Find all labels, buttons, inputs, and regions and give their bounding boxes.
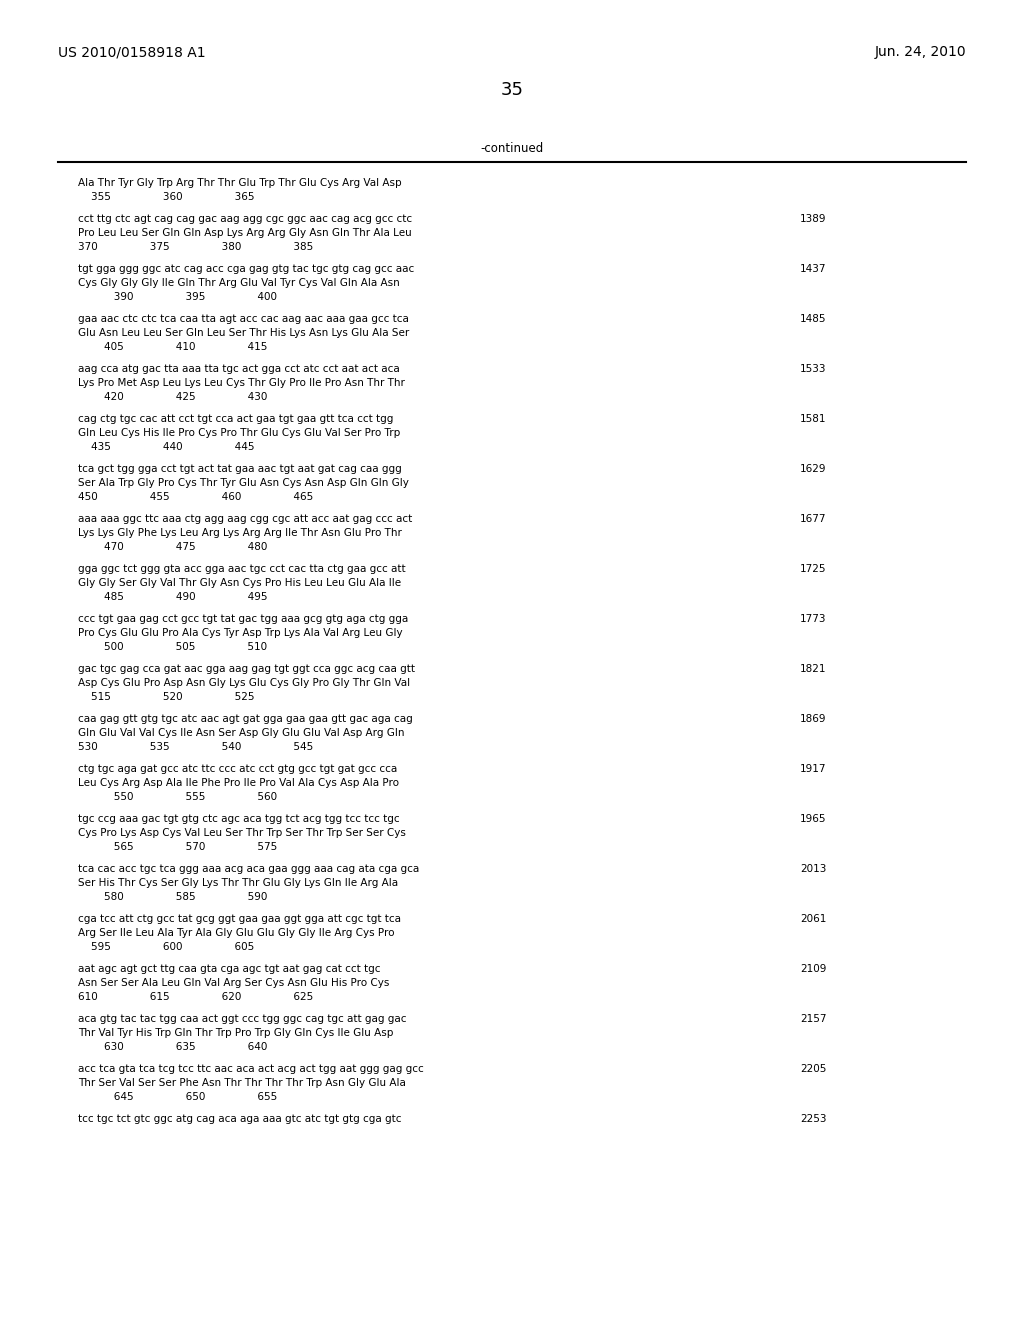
Text: 1485: 1485	[800, 314, 826, 325]
Text: 610                615                620                625: 610 615 620 625	[78, 991, 313, 1002]
Text: 1773: 1773	[800, 615, 826, 624]
Text: 1869: 1869	[800, 714, 826, 725]
Text: 1629: 1629	[800, 465, 826, 474]
Text: 1725: 1725	[800, 565, 826, 574]
Text: aca gtg tac tac tgg caa act ggt ccc tgg ggc cag tgc att gag gac: aca gtg tac tac tgg caa act ggt ccc tgg …	[78, 1015, 407, 1024]
Text: 500                505                510: 500 505 510	[78, 642, 267, 652]
Text: 530                535                540                545: 530 535 540 545	[78, 742, 313, 751]
Text: gga ggc tct ggg gta acc gga aac tgc cct cac tta ctg gaa gcc att: gga ggc tct ggg gta acc gga aac tgc cct …	[78, 565, 406, 574]
Text: 420                425                430: 420 425 430	[78, 392, 267, 401]
Text: 595                600                605: 595 600 605	[78, 941, 254, 952]
Text: Thr Ser Val Ser Ser Phe Asn Thr Thr Thr Thr Trp Asn Gly Glu Ala: Thr Ser Val Ser Ser Phe Asn Thr Thr Thr …	[78, 1078, 406, 1088]
Text: ccc tgt gaa gag cct gcc tgt tat gac tgg aaa gcg gtg aga ctg gga: ccc tgt gaa gag cct gcc tgt tat gac tgg …	[78, 615, 409, 624]
Text: aat agc agt gct ttg caa gta cga agc tgt aat gag cat cct tgc: aat agc agt gct ttg caa gta cga agc tgt …	[78, 965, 381, 974]
Text: 550                555                560: 550 555 560	[78, 792, 278, 801]
Text: 2253: 2253	[800, 1114, 826, 1125]
Text: 370                375                380                385: 370 375 380 385	[78, 242, 313, 252]
Text: Gln Glu Val Val Cys Ile Asn Ser Asp Gly Glu Glu Val Asp Arg Gln: Gln Glu Val Val Cys Ile Asn Ser Asp Gly …	[78, 729, 404, 738]
Text: Cys Pro Lys Asp Cys Val Leu Ser Thr Trp Ser Thr Trp Ser Ser Cys: Cys Pro Lys Asp Cys Val Leu Ser Thr Trp …	[78, 828, 406, 838]
Text: aag cca atg gac tta aaa tta tgc act gga cct atc cct aat act aca: aag cca atg gac tta aaa tta tgc act gga …	[78, 364, 399, 375]
Text: 1965: 1965	[800, 814, 826, 825]
Text: 1437: 1437	[800, 264, 826, 275]
Text: Lys Lys Gly Phe Lys Leu Arg Lys Arg Arg Ile Thr Asn Glu Pro Thr: Lys Lys Gly Phe Lys Leu Arg Lys Arg Arg …	[78, 528, 401, 539]
Text: Lys Pro Met Asp Leu Lys Leu Cys Thr Gly Pro Ile Pro Asn Thr Thr: Lys Pro Met Asp Leu Lys Leu Cys Thr Gly …	[78, 378, 404, 388]
Text: cct ttg ctc agt cag cag gac aag agg cgc ggc aac cag acg gcc ctc: cct ttg ctc agt cag cag gac aag agg cgc …	[78, 214, 412, 224]
Text: -continued: -continued	[480, 141, 544, 154]
Text: acc tca gta tca tcg tcc ttc aac aca act acg act tgg aat ggg gag gcc: acc tca gta tca tcg tcc ttc aac aca act …	[78, 1064, 424, 1074]
Text: 355                360                365: 355 360 365	[78, 191, 255, 202]
Text: 515                520                525: 515 520 525	[78, 692, 255, 701]
Text: 450                455                460                465: 450 455 460 465	[78, 491, 313, 502]
Text: gaa aac ctc ctc tca caa tta agt acc cac aag aac aaa gaa gcc tca: gaa aac ctc ctc tca caa tta agt acc cac …	[78, 314, 409, 325]
Text: 1389: 1389	[800, 214, 826, 224]
Text: Asp Cys Glu Pro Asp Asn Gly Lys Glu Cys Gly Pro Gly Thr Gln Val: Asp Cys Glu Pro Asp Asn Gly Lys Glu Cys …	[78, 678, 411, 688]
Text: 2061: 2061	[800, 915, 826, 924]
Text: 1917: 1917	[800, 764, 826, 775]
Text: Glu Asn Leu Leu Ser Gln Leu Ser Thr His Lys Asn Lys Glu Ala Ser: Glu Asn Leu Leu Ser Gln Leu Ser Thr His …	[78, 327, 410, 338]
Text: 565                570                575: 565 570 575	[78, 842, 278, 851]
Text: 1821: 1821	[800, 664, 826, 675]
Text: Jun. 24, 2010: Jun. 24, 2010	[874, 45, 966, 59]
Text: 470                475                480: 470 475 480	[78, 541, 267, 552]
Text: 35: 35	[501, 81, 523, 99]
Text: 2205: 2205	[800, 1064, 826, 1074]
Text: Ser His Thr Cys Ser Gly Lys Thr Thr Glu Gly Lys Gln Ile Arg Ala: Ser His Thr Cys Ser Gly Lys Thr Thr Glu …	[78, 878, 398, 888]
Text: tcc tgc tct gtc ggc atg cag aca aga aaa gtc atc tgt gtg cga gtc: tcc tgc tct gtc ggc atg cag aca aga aaa …	[78, 1114, 401, 1125]
Text: 2157: 2157	[800, 1015, 826, 1024]
Text: Leu Cys Arg Asp Ala Ile Phe Pro Ile Pro Val Ala Cys Asp Ala Pro: Leu Cys Arg Asp Ala Ile Phe Pro Ile Pro …	[78, 777, 399, 788]
Text: Ser Ala Trp Gly Pro Cys Thr Tyr Glu Asn Cys Asn Asp Gln Gln Gly: Ser Ala Trp Gly Pro Cys Thr Tyr Glu Asn …	[78, 478, 409, 488]
Text: tgc ccg aaa gac tgt gtg ctc agc aca tgg tct acg tgg tcc tcc tgc: tgc ccg aaa gac tgt gtg ctc agc aca tgg …	[78, 814, 399, 825]
Text: gac tgc gag cca gat aac gga aag gag tgt ggt cca ggc acg caa gtt: gac tgc gag cca gat aac gga aag gag tgt …	[78, 664, 415, 675]
Text: Ala Thr Tyr Gly Trp Arg Thr Thr Glu Trp Thr Glu Cys Arg Val Asp: Ala Thr Tyr Gly Trp Arg Thr Thr Glu Trp …	[78, 178, 401, 187]
Text: Gly Gly Ser Gly Val Thr Gly Asn Cys Pro His Leu Leu Glu Ala Ile: Gly Gly Ser Gly Val Thr Gly Asn Cys Pro …	[78, 578, 401, 587]
Text: Pro Leu Leu Ser Gln Gln Asp Lys Arg Arg Gly Asn Gln Thr Ala Leu: Pro Leu Leu Ser Gln Gln Asp Lys Arg Arg …	[78, 228, 412, 238]
Text: Asn Ser Ser Ala Leu Gln Val Arg Ser Cys Asn Glu His Pro Cys: Asn Ser Ser Ala Leu Gln Val Arg Ser Cys …	[78, 978, 389, 987]
Text: Pro Cys Glu Glu Pro Ala Cys Tyr Asp Trp Lys Ala Val Arg Leu Gly: Pro Cys Glu Glu Pro Ala Cys Tyr Asp Trp …	[78, 628, 402, 638]
Text: 405                410                415: 405 410 415	[78, 342, 267, 351]
Text: ctg tgc aga gat gcc atc ttc ccc atc cct gtg gcc tgt gat gcc cca: ctg tgc aga gat gcc atc ttc ccc atc cct …	[78, 764, 397, 775]
Text: Cys Gly Gly Gly Ile Gln Thr Arg Glu Val Tyr Cys Val Gln Ala Asn: Cys Gly Gly Gly Ile Gln Thr Arg Glu Val …	[78, 279, 399, 288]
Text: Gln Leu Cys His Ile Pro Cys Pro Thr Glu Cys Glu Val Ser Pro Trp: Gln Leu Cys His Ile Pro Cys Pro Thr Glu …	[78, 428, 400, 438]
Text: aaa aaa ggc ttc aaa ctg agg aag cgg cgc att acc aat gag ccc act: aaa aaa ggc ttc aaa ctg agg aag cgg cgc …	[78, 515, 413, 524]
Text: US 2010/0158918 A1: US 2010/0158918 A1	[58, 45, 206, 59]
Text: 435                440                445: 435 440 445	[78, 441, 255, 451]
Text: 1581: 1581	[800, 414, 826, 425]
Text: cag ctg tgc cac att cct tgt cca act gaa tgt gaa gtt tca cct tgg: cag ctg tgc cac att cct tgt cca act gaa …	[78, 414, 393, 425]
Text: 485                490                495: 485 490 495	[78, 591, 267, 602]
Text: 1533: 1533	[800, 364, 826, 375]
Text: tgt gga ggg ggc atc cag acc cga gag gtg tac tgc gtg cag gcc aac: tgt gga ggg ggc atc cag acc cga gag gtg …	[78, 264, 415, 275]
Text: Arg Ser Ile Leu Ala Tyr Ala Gly Glu Glu Gly Gly Ile Arg Cys Pro: Arg Ser Ile Leu Ala Tyr Ala Gly Glu Glu …	[78, 928, 394, 939]
Text: Thr Val Tyr His Trp Gln Thr Trp Pro Trp Gly Gln Cys Ile Glu Asp: Thr Val Tyr His Trp Gln Thr Trp Pro Trp …	[78, 1028, 393, 1038]
Text: 645                650                655: 645 650 655	[78, 1092, 278, 1101]
Text: 2109: 2109	[800, 965, 826, 974]
Text: 390                395                400: 390 395 400	[78, 292, 278, 301]
Text: tca cac acc tgc tca ggg aaa acg aca gaa ggg aaa cag ata cga gca: tca cac acc tgc tca ggg aaa acg aca gaa …	[78, 865, 419, 874]
Text: 2013: 2013	[800, 865, 826, 874]
Text: cga tcc att ctg gcc tat gcg ggt gaa gaa ggt gga att cgc tgt tca: cga tcc att ctg gcc tat gcg ggt gaa gaa …	[78, 915, 401, 924]
Text: tca gct tgg gga cct tgt act tat gaa aac tgt aat gat cag caa ggg: tca gct tgg gga cct tgt act tat gaa aac …	[78, 465, 401, 474]
Text: 630                635                640: 630 635 640	[78, 1041, 267, 1052]
Text: caa gag gtt gtg tgc atc aac agt gat gga gaa gaa gtt gac aga cag: caa gag gtt gtg tgc atc aac agt gat gga …	[78, 714, 413, 725]
Text: 1677: 1677	[800, 515, 826, 524]
Text: 580                585                590: 580 585 590	[78, 891, 267, 902]
